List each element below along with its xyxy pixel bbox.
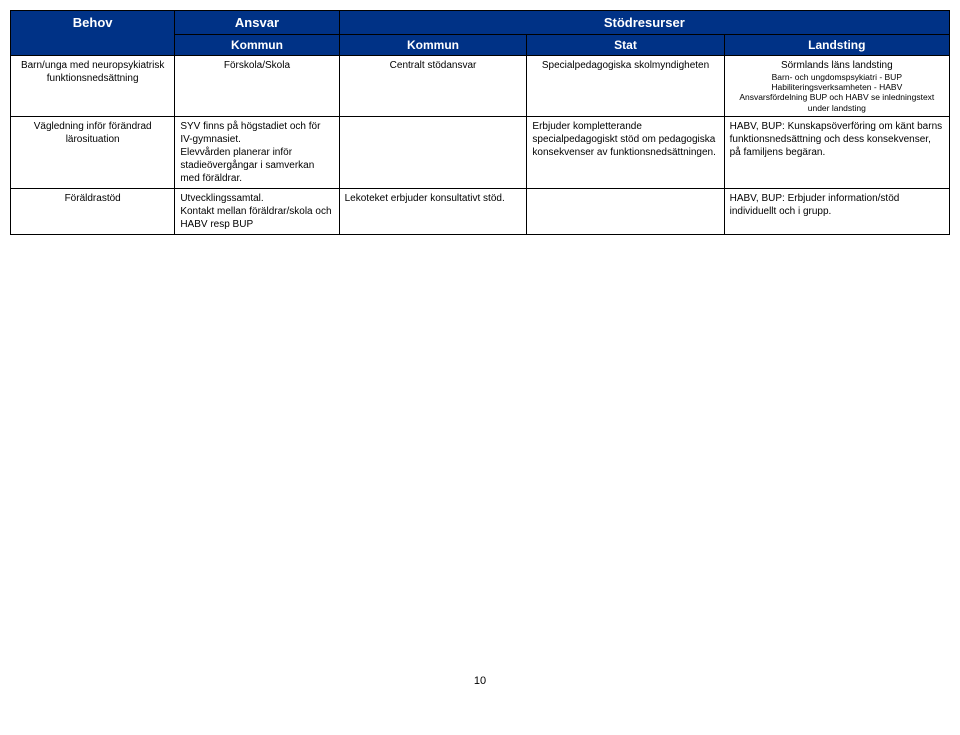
cell-behov: Barn/unga med neuropsykiatrisk funktions… <box>11 56 175 117</box>
page-number: 10 <box>10 675 950 687</box>
col-landsting-header: Landsting <box>724 35 949 56</box>
cell-stat <box>527 188 724 234</box>
main-table: Behov Ansvar Stödresurser Kommun Kommun … <box>10 10 950 235</box>
header-row-1: Behov Ansvar Stödresurser <box>11 11 950 35</box>
cell-behov: Föräldrastöd <box>11 188 175 234</box>
table-row: Vägledning inför förändrad lärosituation… <box>11 116 950 188</box>
cell-kommun1: Utvecklingssamtal.Kontakt mellan föräldr… <box>175 188 339 234</box>
table-row: Föräldrastöd Utvecklingssamtal.Kontakt m… <box>11 188 950 234</box>
cell-kommun1: Förskola/Skola <box>175 56 339 117</box>
cell-landsting: Sörmlands läns landsting Barn- och ungdo… <box>724 56 949 117</box>
cell-landsting: HABV, BUP: Kunskapsöverföring om känt ba… <box>724 116 949 188</box>
page-container: Behov Ansvar Stödresurser Kommun Kommun … <box>0 0 960 687</box>
cell-kommun2: Centralt stödansvar <box>339 56 527 117</box>
cell-behov: Vägledning inför förändrad lärosituation <box>11 116 175 188</box>
cell-landsting: HABV, BUP: Erbjuder information/stöd ind… <box>724 188 949 234</box>
landsting-subtext: Barn- och ungdomspsykiatri - BUPHabilite… <box>730 72 944 113</box>
col-kommun2-header: Kommun <box>339 35 527 56</box>
col-ansvar-header: Ansvar <box>175 11 339 35</box>
table-row: Barn/unga med neuropsykiatrisk funktions… <box>11 56 950 117</box>
cell-kommun2 <box>339 116 527 188</box>
col-kommun1-header: Kommun <box>175 35 339 56</box>
cell-stat: Erbjuder kompletterande specialpedagogis… <box>527 116 724 188</box>
landsting-title: Sörmlands läns landsting <box>730 59 944 72</box>
col-stat-header: Stat <box>527 35 724 56</box>
col-behov-header: Behov <box>11 11 175 56</box>
cell-kommun2: Lekoteket erbjuder konsultativt stöd. <box>339 188 527 234</box>
col-stodresurser-header: Stödresurser <box>339 11 949 35</box>
cell-stat: Specialpedagogiska skolmyndigheten <box>527 56 724 117</box>
cell-kommun1: SYV finns på högstadiet och för IV-gymna… <box>175 116 339 188</box>
